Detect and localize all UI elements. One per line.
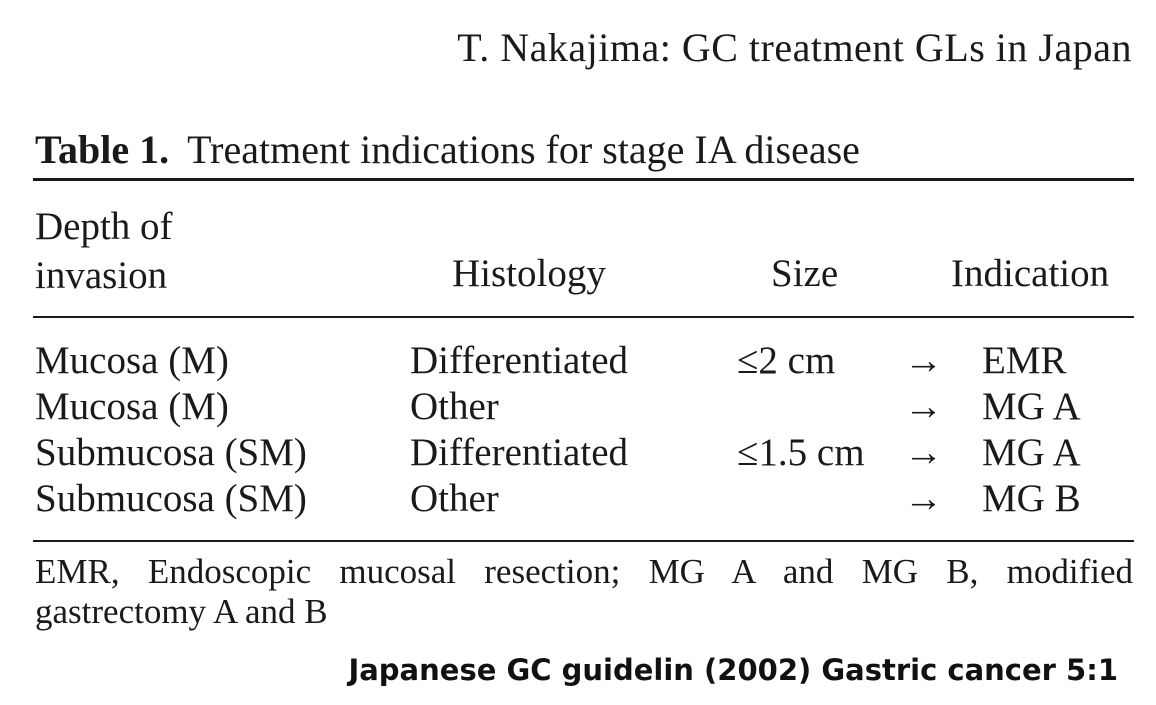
arrow-icon: → [904, 431, 943, 474]
table-bottom-rule [33, 540, 1134, 542]
arrow-icon: → [904, 385, 943, 428]
citation: Japanese GC guidelin (2002) Gastric canc… [348, 653, 1118, 687]
cell-histology: Other [410, 385, 499, 428]
table-top-rule [33, 178, 1134, 181]
table-caption: Treatment indications for stage IA disea… [187, 127, 860, 172]
header-size: Size [771, 252, 839, 295]
table-row: Submucosa (SM) Differentiated ≤1.5 cm → … [0, 430, 1156, 476]
header-depth-line2: invasion [35, 254, 168, 297]
header-histology: Histology [452, 252, 606, 295]
header-depth-of-invasion: Depth of invasion [35, 202, 235, 300]
arrow-icon: → [904, 339, 943, 382]
cell-indication: MG A [982, 385, 1081, 428]
header-depth-line1: Depth of [35, 205, 173, 248]
cell-histology: Differentiated [410, 431, 629, 474]
cell-depth: Submucosa (SM) [35, 477, 307, 520]
running-head: T. Nakajima: GC treatment GLs in Japan [457, 25, 1132, 70]
table-footnote: EMR, Endoscopic mucosal resection; MG A … [35, 552, 1133, 631]
arrow-icon: → [904, 477, 943, 520]
table-row: Mucosa (M) Differentiated ≤2 cm → EMR [0, 338, 1156, 384]
table-row: Submucosa (SM) Other → MG B [0, 476, 1156, 522]
cell-size: ≤1.5 cm [737, 431, 865, 474]
cell-indication: EMR [982, 339, 1067, 382]
cell-indication: MG A [982, 431, 1081, 474]
cell-depth: Mucosa (M) [35, 385, 229, 428]
header-indication: Indication [951, 252, 1110, 295]
cell-size: ≤2 cm [737, 339, 836, 382]
table-label: Table 1. [35, 127, 170, 172]
cell-depth: Submucosa (SM) [35, 431, 307, 474]
table-row: Mucosa (M) Other → MG A [0, 384, 1156, 430]
cell-indication: MG B [982, 477, 1081, 520]
cell-histology: Other [410, 477, 499, 520]
table-header-rule [33, 316, 1134, 318]
cell-histology: Differentiated [410, 339, 629, 382]
cell-depth: Mucosa (M) [35, 339, 229, 382]
table-title: Table 1. Treatment indications for stage … [35, 126, 860, 173]
